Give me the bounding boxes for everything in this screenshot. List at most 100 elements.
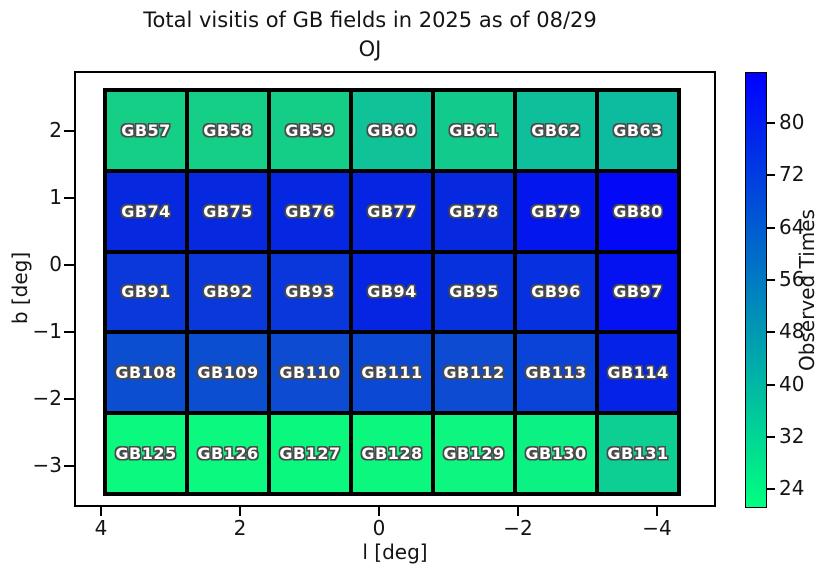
x-axis-label: l [deg] xyxy=(362,540,428,564)
field-label: GB114 xyxy=(607,363,669,383)
field-label: GB112 xyxy=(443,363,505,383)
field-label: GB59 xyxy=(285,120,335,140)
field-label: GB128 xyxy=(361,444,423,464)
heatmap-cell-GB80: GB80 xyxy=(599,172,677,250)
field-label: GB96 xyxy=(531,282,581,302)
heatmap-cell-GB75: GB75 xyxy=(189,172,267,250)
y-tick-mark xyxy=(64,197,74,199)
colorbar-tick-label: 56 xyxy=(779,267,805,291)
field-label: GB92 xyxy=(203,282,253,302)
heatmap-cell-GB92: GB92 xyxy=(189,253,267,331)
field-label: GB74 xyxy=(121,201,171,221)
colorbar-tick-label: 40 xyxy=(779,372,805,396)
colorbar-tick-label: 24 xyxy=(779,476,805,500)
field-label: GB129 xyxy=(443,444,505,464)
field-label: GB126 xyxy=(197,444,259,464)
x-tick-mark xyxy=(100,507,102,516)
field-label: GB60 xyxy=(367,120,417,140)
colorbar-tick-mark xyxy=(767,436,775,438)
heatmap-cell-GB59: GB59 xyxy=(271,92,349,169)
field-label: GB78 xyxy=(449,201,499,221)
field-label: GB110 xyxy=(279,363,341,383)
heatmap-cell-GB61: GB61 xyxy=(435,92,513,169)
field-label: GB95 xyxy=(449,282,499,302)
heatmap-cell-GB58: GB58 xyxy=(189,92,267,169)
heatmap-cell-GB112: GB112 xyxy=(435,334,513,412)
colorbar-tick-label: 32 xyxy=(779,424,805,448)
field-label: GB97 xyxy=(613,282,663,302)
field-label: GB108 xyxy=(115,363,177,383)
heatmap-cell-GB97: GB97 xyxy=(599,253,677,331)
heatmap-cell-GB93: GB93 xyxy=(271,253,349,331)
x-tick-label: −2 xyxy=(503,516,533,540)
y-tick-label: 0 xyxy=(49,252,62,276)
heatmap-cell-GB126: GB126 xyxy=(189,415,267,492)
heatmap-cell-GB63: GB63 xyxy=(599,92,677,169)
y-tick-label: −1 xyxy=(32,319,62,343)
field-label: GB131 xyxy=(607,444,669,464)
colorbar-tick-label: 64 xyxy=(779,215,805,239)
x-tick-label: 2 xyxy=(233,516,247,540)
colorbar-tick-mark xyxy=(767,122,775,124)
field-label: GB77 xyxy=(367,201,417,221)
heatmap-cell-GB128: GB128 xyxy=(353,415,431,492)
field-label: GB109 xyxy=(197,363,259,383)
heatmap-cell-GB78: GB78 xyxy=(435,172,513,250)
colorbar-tick-label: 48 xyxy=(779,319,805,343)
heatmap-cell-GB94: GB94 xyxy=(353,253,431,331)
x-tick-label: 4 xyxy=(94,516,108,540)
y-tick-mark xyxy=(64,264,74,266)
x-tick-mark xyxy=(517,507,519,516)
field-label: GB57 xyxy=(121,120,171,140)
heatmap-cell-GB130: GB130 xyxy=(517,415,595,492)
field-label: GB61 xyxy=(449,120,499,140)
field-label: GB111 xyxy=(361,363,423,383)
heatmap-cell-GB129: GB129 xyxy=(435,415,513,492)
colorbar-tick-mark xyxy=(767,227,775,229)
heatmap-cell-GB76: GB76 xyxy=(271,172,349,250)
heatmap-cell-GB96: GB96 xyxy=(517,253,595,331)
plot-title: Total visitis of GB fields in 2025 as of… xyxy=(143,8,597,32)
y-tick-label: −2 xyxy=(32,386,62,410)
field-label: GB80 xyxy=(613,201,663,221)
colorbar-tick-mark xyxy=(767,279,775,281)
field-label: GB79 xyxy=(531,201,581,221)
heatmap-cell-GB95: GB95 xyxy=(435,253,513,331)
colorbar-tick-label: 72 xyxy=(779,162,805,186)
colorbar-tick-mark xyxy=(767,384,775,386)
y-tick-mark xyxy=(64,331,74,333)
y-tick-label: 2 xyxy=(49,118,62,142)
field-label: GB127 xyxy=(279,444,341,464)
heatmap-cell-GB77: GB77 xyxy=(353,172,431,250)
x-tick-mark xyxy=(239,507,241,516)
heatmap-cell-GB74: GB74 xyxy=(107,172,185,250)
y-tick-label: 1 xyxy=(49,185,62,209)
x-tick-mark xyxy=(656,507,658,516)
heatmap-cell-GB62: GB62 xyxy=(517,92,595,169)
y-tick-mark xyxy=(64,130,74,132)
colorbar xyxy=(745,72,767,508)
y-tick-mark xyxy=(64,398,74,400)
x-tick-label: 0 xyxy=(372,516,386,540)
field-label: GB63 xyxy=(613,120,663,140)
field-label: GB58 xyxy=(203,120,253,140)
heatmap-cell-GB91: GB91 xyxy=(107,253,185,331)
colorbar-tick-mark xyxy=(767,488,775,490)
field-label: GB113 xyxy=(525,363,587,383)
heatmap-cell-GB131: GB131 xyxy=(599,415,677,492)
heatmap-cell-GB127: GB127 xyxy=(271,415,349,492)
heatmap-cell-GB108: GB108 xyxy=(107,334,185,412)
heatmap-grid: GB57 GB58 GB59 GB60 GB61 GB62 GB63 GB74 GB75 GB76… xyxy=(103,88,681,496)
heatmap-cell-GB60: GB60 xyxy=(353,92,431,169)
field-label: GB94 xyxy=(367,282,417,302)
colorbar-tick-label: 80 xyxy=(779,110,805,134)
heatmap-cell-GB113: GB113 xyxy=(517,334,595,412)
field-label: GB125 xyxy=(115,444,177,464)
field-label: GB93 xyxy=(285,282,335,302)
field-label: GB130 xyxy=(525,444,587,464)
colorbar-tick-mark xyxy=(767,174,775,176)
y-tick-mark xyxy=(64,465,74,467)
heatmap-cell-GB57: GB57 xyxy=(107,92,185,169)
field-label: GB62 xyxy=(531,120,581,140)
